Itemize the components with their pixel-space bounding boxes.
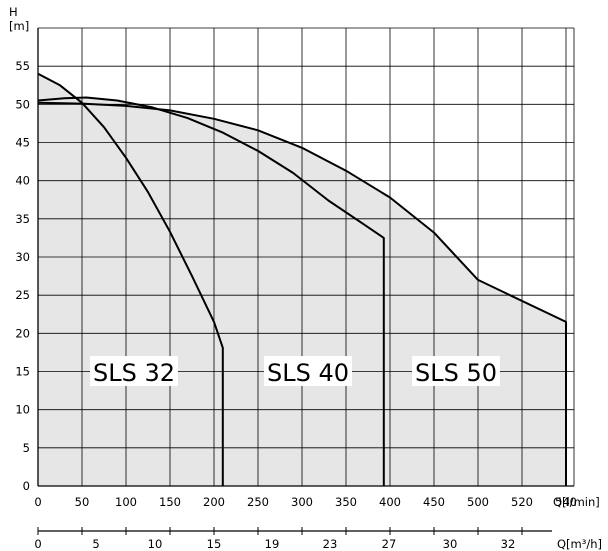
y-tick-label: 25 <box>15 288 30 302</box>
x-tick-label: 540 <box>555 495 577 509</box>
curve-series-3 <box>37 101 567 486</box>
series-label-bg <box>90 356 178 386</box>
y-tick-label: 30 <box>15 250 30 264</box>
y-tick-label: 35 <box>15 212 30 226</box>
x-tick-label: 520 <box>511 495 533 509</box>
x-tick-label: 100 <box>115 495 137 509</box>
pump-curves <box>37 72 567 486</box>
x-secondary-tick-label: 32 <box>501 537 516 551</box>
y-axis-unit: [m] <box>9 19 29 33</box>
x-tick-label: 400 <box>379 495 401 509</box>
series-label: SLS 50 <box>415 359 497 387</box>
y-tick-label: 10 <box>15 403 30 417</box>
y-axis-label: H <box>9 5 18 19</box>
x-secondary-tick-label: 15 <box>207 537 222 551</box>
y-tick-label: 40 <box>15 174 30 188</box>
x-secondary-tick-label: 30 <box>443 537 458 551</box>
x-secondary-tick-label: 23 <box>323 537 338 551</box>
series-label-bg <box>412 356 500 386</box>
series-labels: SLS 32 SLS 40 SLS 50 <box>90 356 500 387</box>
x-tick-label: 250 <box>247 495 269 509</box>
series-label: SLS 32 <box>93 359 175 387</box>
x-secondary-tick-label: 19 <box>265 537 280 551</box>
x-tick-label: 200 <box>203 495 225 509</box>
x-secondary-tick-label: 5 <box>92 537 99 551</box>
y-tick-label: 20 <box>15 326 30 340</box>
x-tick-label: 300 <box>291 495 313 509</box>
x-secondary-tick-label: 0 <box>34 537 41 551</box>
x-tick-label: 350 <box>335 495 357 509</box>
x-tick-label: 150 <box>159 495 181 509</box>
x-axis-secondary-unit: Q[m³/h] <box>557 537 602 551</box>
series-label-bg <box>264 356 352 386</box>
y-tick-label: 5 <box>23 441 30 455</box>
x-tick-label: 0 <box>34 495 41 509</box>
x-secondary-tick-label: 27 <box>382 537 397 551</box>
x-tick-label: 500 <box>467 495 489 509</box>
series-label: SLS 40 <box>267 359 349 387</box>
curve-series-2 <box>37 96 385 486</box>
x-axis-unit: Q[l/min] <box>553 495 600 509</box>
y-tick-label: 0 <box>23 479 30 493</box>
x-tick-label: 450 <box>423 495 445 509</box>
y-tick-label: 45 <box>15 136 30 150</box>
y-tick-label: 50 <box>15 97 30 111</box>
x-tick-label: 50 <box>75 495 90 509</box>
y-tick-label: 15 <box>15 365 30 379</box>
x-secondary-tick-label: 10 <box>148 537 163 551</box>
y-tick-label: 55 <box>15 59 30 73</box>
